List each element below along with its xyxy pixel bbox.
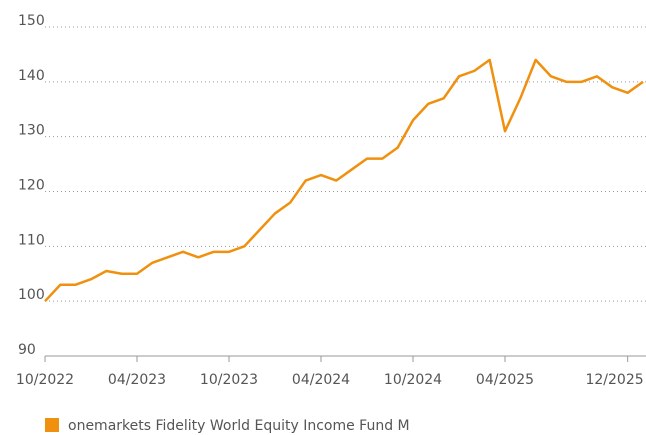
y-tick-label: 90 [18, 342, 36, 358]
y-tick-label: 140 [18, 68, 45, 84]
y-tick-label: 130 [18, 123, 45, 139]
y-tick-label: 150 [18, 13, 45, 29]
x-tick-label: 10/2023 [200, 372, 258, 388]
x-tick-label: 04/2024 [292, 372, 350, 388]
x-tick-label: 04/2023 [108, 372, 166, 388]
x-tick-label: 04/2025 [476, 372, 534, 388]
legend-label: onemarkets Fidelity World Equity Income … [68, 418, 410, 434]
line [44, 58, 644, 303]
legend-swatch [45, 418, 59, 432]
x-tick-label: 10/2024 [384, 372, 442, 388]
y-tick-label: 120 [18, 178, 45, 194]
x-tick-label: 10/2022 [16, 372, 74, 388]
y-tick-label: 110 [18, 232, 45, 248]
y-tick-label: 100 [18, 287, 45, 303]
x-tick-label: 12/2025 [585, 372, 643, 388]
